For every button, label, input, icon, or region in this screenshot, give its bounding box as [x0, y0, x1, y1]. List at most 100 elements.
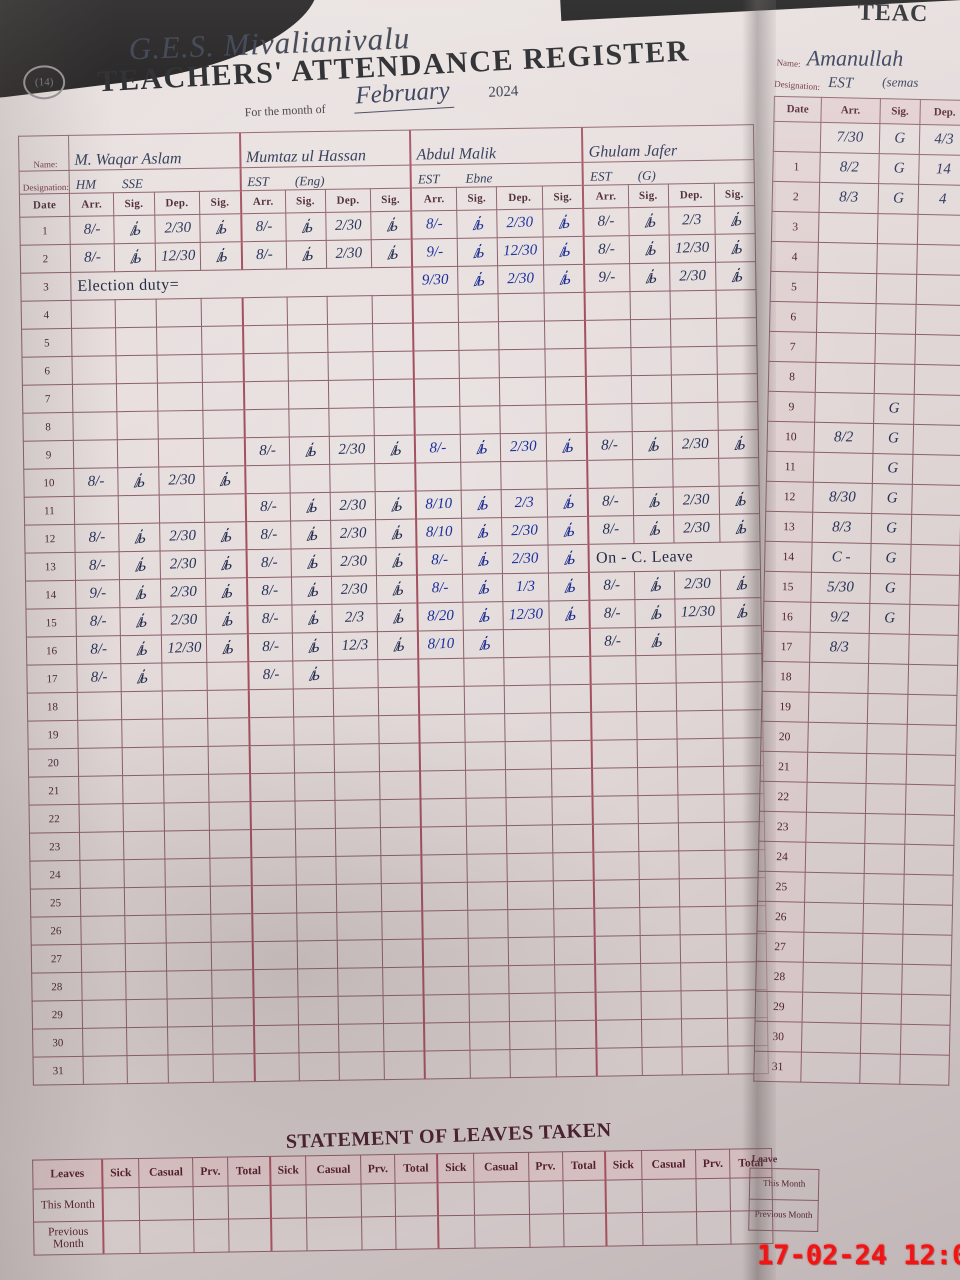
right-table-row: 6	[769, 301, 960, 336]
page-number-mark: (14)	[22, 64, 66, 100]
cell-sig: ⅈь	[290, 548, 332, 577]
cell-dep	[501, 460, 548, 490]
cell-sig	[469, 1021, 511, 1051]
teacher-designation-3: EST	[417, 171, 440, 187]
teacher-name-1: M. Waqar Aslam	[74, 150, 182, 169]
cell-dep	[336, 883, 382, 913]
cell-sig	[286, 296, 328, 326]
leaves-cell	[194, 1219, 229, 1253]
camera-timestamp: 17-02-24 12:06	[757, 1240, 960, 1271]
right-table-row: 31	[753, 1051, 950, 1086]
date-value: 15	[45, 616, 57, 629]
cell-dep	[334, 743, 380, 773]
right-cell-dep	[914, 364, 960, 396]
cell-dep	[327, 323, 373, 353]
right-cell-value: 8/2	[834, 429, 854, 446]
right-cell-dep	[917, 214, 960, 246]
signature-mark: ⅈь	[220, 581, 232, 602]
cell-arr	[81, 971, 127, 1001]
cell-sig	[458, 321, 500, 351]
right-cell-arr	[808, 692, 868, 724]
leaves-col-header-3-casual: Casual	[473, 1152, 529, 1183]
cell-sig: ⅈь	[629, 263, 670, 292]
cell-dep	[155, 298, 202, 328]
cell-sig: ⅈь	[463, 629, 505, 659]
cell-sig	[116, 383, 158, 412]
right-page-designation-label: Designation:	[773, 78, 821, 93]
cell-sig	[381, 882, 423, 912]
cell-value: 8/-	[254, 218, 273, 236]
cell-sig	[469, 1049, 511, 1079]
cell-value: 2/30	[506, 214, 534, 232]
cell-sig	[211, 969, 254, 999]
cell-sig	[544, 292, 586, 321]
signature-mark: ⅈь	[646, 434, 658, 456]
name-label: Name:	[33, 159, 58, 170]
date-cell: 3	[20, 272, 72, 302]
cell-sig	[469, 993, 510, 1023]
cell-sig	[201, 297, 243, 327]
cell-arr: 9/30	[412, 266, 459, 296]
cell-dep	[505, 768, 552, 798]
right-cell-sig	[867, 693, 909, 725]
cell-sig	[553, 908, 596, 937]
cell-dep	[671, 402, 718, 431]
right-cell-dep	[904, 844, 954, 876]
cell-arr	[251, 912, 297, 942]
cell-dep	[500, 404, 547, 434]
cell-sig	[458, 293, 499, 323]
date-cell: 19	[27, 720, 79, 750]
cell-dep	[333, 687, 379, 717]
cell-dep	[156, 382, 204, 412]
cell-dep	[338, 995, 384, 1025]
date-cell: 26	[30, 916, 82, 946]
leave-note: On - C. Leave	[595, 547, 694, 567]
right-cell-dep	[906, 724, 957, 756]
cell-sig: ⅈь	[633, 570, 675, 600]
cell-arr	[422, 910, 469, 939]
right-table-row: 3	[771, 211, 960, 246]
right-cell-arr: 8/3	[809, 632, 869, 664]
right-cell-value: G	[883, 610, 895, 627]
cell-value: 2/30	[338, 441, 366, 458]
signature-mark: ⅈь	[304, 439, 315, 461]
cell-sig	[382, 938, 424, 968]
right-cell-value: 8/3	[839, 189, 859, 206]
cell-value: 2/30	[339, 497, 367, 514]
cell-arr	[78, 747, 123, 777]
right-cell-dep	[916, 274, 960, 306]
cell-dep	[505, 712, 552, 742]
cell-dep: 2/30	[331, 575, 377, 605]
cell-dep	[509, 1020, 556, 1050]
signature-mark: ⅈь	[389, 438, 400, 460]
cell-sig	[372, 323, 414, 352]
right-cell-value: G	[884, 580, 896, 597]
date-cell: 11	[24, 496, 75, 526]
teacher-designation-cell-4: EST (G)	[582, 159, 755, 186]
cell-value: 2/30	[510, 438, 538, 456]
cell-sig: ⅈь	[548, 572, 590, 601]
date-value: 31	[52, 1064, 64, 1077]
name-label-cell: Name:	[18, 135, 70, 172]
date-cell: 12	[24, 524, 76, 554]
cell-arr	[253, 996, 299, 1026]
date-cell: 20	[28, 748, 79, 778]
cell-value: 12/30	[166, 639, 202, 657]
cell-sig	[638, 878, 680, 908]
date-cell: 1	[19, 216, 71, 246]
cell-arr	[596, 1047, 642, 1077]
cell-arr	[250, 856, 296, 886]
signature-mark: ⅈь	[643, 210, 654, 232]
cell-sig	[371, 295, 414, 324]
signature-mark: ⅈь	[219, 525, 231, 546]
cell-arr	[592, 795, 638, 825]
right-table-row: 23	[758, 811, 955, 846]
signature-mark: ⅈь	[477, 577, 489, 598]
cell-dep: 2/30	[159, 578, 207, 608]
signature-mark: ⅈь	[218, 469, 230, 490]
right-cell-arr: 8/30	[812, 482, 873, 514]
cell-sig	[546, 460, 588, 489]
cell-value: 8/-	[603, 605, 622, 622]
cell-sig: ⅈь	[291, 576, 332, 605]
cell-sig	[378, 742, 421, 772]
